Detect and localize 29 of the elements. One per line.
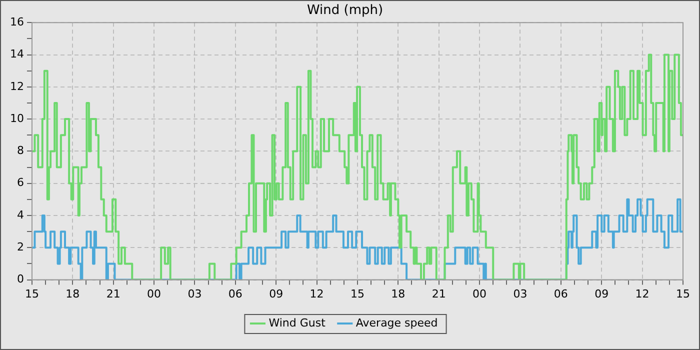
x-tick-label: 18 [391, 287, 406, 300]
x-tick-label: 09 [594, 287, 609, 300]
x-tick-label: 15 [676, 287, 690, 300]
x-tick-label: 03 [188, 287, 202, 300]
y-tick-label: 6 [16, 176, 24, 190]
x-tick-label: 21 [432, 287, 446, 300]
x-tick-label: 06 [554, 287, 568, 300]
legend-label: Wind Gust [268, 316, 326, 330]
x-tick-label: 09 [269, 287, 284, 300]
y-tick-label: 2 [16, 240, 24, 254]
legend-label: Average speed [356, 316, 438, 330]
x-tick-label: 12 [635, 287, 650, 300]
x-tick-label: 12 [310, 287, 324, 300]
y-tick-label: 12 [10, 80, 24, 93]
x-tick-label: 00 [472, 287, 487, 300]
chart-title: Wind (mph) [306, 3, 384, 18]
x-tick-label: 21 [106, 287, 120, 300]
y-tick-label: 14 [10, 48, 24, 61]
x-tick-label: 03 [513, 287, 528, 300]
y-tick-label: 0 [16, 272, 24, 286]
y-tick-label: 4 [16, 208, 24, 222]
y-tick-label: 8 [16, 144, 24, 158]
y-tick-label: 10 [10, 112, 24, 125]
x-tick-label: 06 [228, 287, 242, 300]
x-tick-label: 15 [24, 287, 39, 300]
x-tick-label: 15 [350, 287, 364, 300]
x-tick-label: 00 [147, 287, 162, 300]
x-tick-label: 18 [66, 287, 80, 300]
y-tick-label: 16 [10, 15, 24, 28]
